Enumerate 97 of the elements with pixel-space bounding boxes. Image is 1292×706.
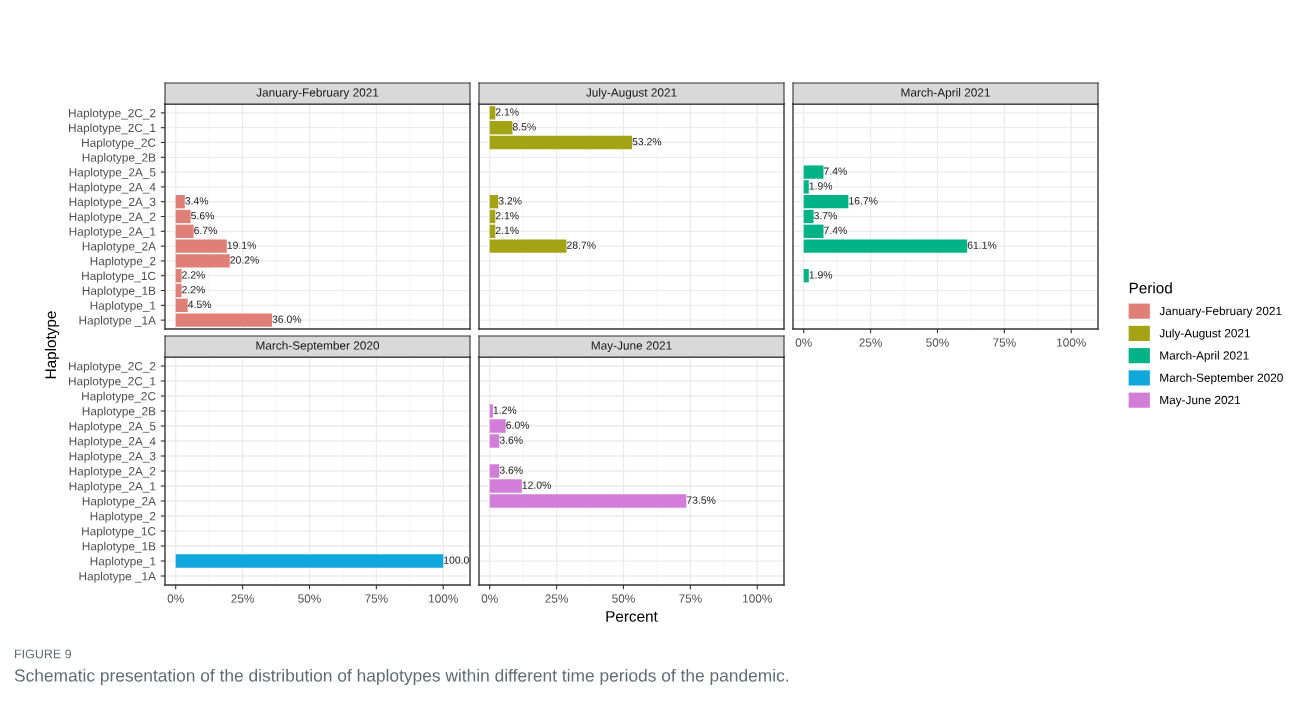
y-tick-label: Haplotype_2A	[82, 496, 156, 508]
chart-title: May-June 2021	[591, 341, 672, 352]
data-label: 12.0%	[522, 481, 551, 489]
data-label: 3.6%	[499, 436, 523, 444]
x-tick-label: 0%	[167, 594, 184, 603]
data-label: 100.0	[444, 556, 469, 564]
bar	[489, 135, 633, 150]
chart-title: January-February 2021	[256, 88, 379, 99]
data-label: 61.1%	[967, 241, 997, 249]
data-label: 36.0%	[272, 315, 302, 323]
bar	[803, 269, 809, 283]
data-label: 7.4%	[824, 167, 847, 175]
legend-label: March-April 2021	[1160, 350, 1249, 362]
x-tick-label: 50%	[298, 594, 321, 603]
y-tick-label: Haplotype_2	[90, 511, 156, 523]
data-label: 3.7%	[814, 211, 837, 220]
bar	[175, 195, 185, 209]
data-label: 28.7%	[567, 241, 596, 249]
legend-title: Period	[1129, 282, 1172, 294]
data-label: 3.2%	[498, 197, 522, 205]
y-tick-label: Haplotype_2A_3	[69, 451, 156, 463]
data-label: 7.4%	[824, 226, 847, 235]
data-label: 2.1%	[495, 108, 519, 116]
chart-title: March-September 2020	[256, 341, 380, 352]
data-label: 20.2%	[230, 256, 259, 264]
y-tick-label: Haplotype_2C_1	[69, 123, 156, 135]
y-tick-label: Haplotype_2	[90, 256, 156, 268]
data-label: 3.4%	[185, 197, 209, 205]
y-tick-label: Haplotype_2B	[82, 406, 156, 418]
x-tick-label: 100%	[1057, 338, 1086, 347]
data-label: 53.2%	[632, 137, 662, 146]
legend-label: January-February 2021	[1159, 306, 1282, 318]
y-tick-label: Haplotype_2A_1	[69, 481, 156, 493]
x-tick-label: 25%	[859, 338, 882, 347]
x-axis-title: Percent	[606, 611, 658, 622]
x-tick-label: 50%	[612, 594, 635, 603]
data-label: 4.5%	[187, 300, 212, 309]
data-label: 3.6%	[499, 466, 523, 474]
x-tick-label: 25%	[231, 594, 254, 603]
y-tick-label: Haplotype_2A_1	[69, 227, 156, 239]
y-tick-label: Haplotype _1A	[79, 571, 156, 583]
chart-title: March-April 2021	[901, 88, 990, 99]
x-tick-label: 50%	[926, 338, 949, 347]
caption: FIGURE 9	[15, 649, 72, 659]
y-tick-label: Haplotype_1C	[82, 271, 156, 283]
y-tick-label: Haplotype_2A_3	[69, 197, 156, 209]
y-tick-label: Haplotype_2C_2	[69, 361, 156, 373]
x-tick-label: 100%	[743, 594, 772, 603]
data-label: 1.9%	[809, 271, 833, 279]
y-tick-label: Haplotype_2C_1	[69, 376, 156, 388]
data-label: 8.5%	[512, 123, 536, 131]
data-label: 6.0%	[506, 421, 530, 429]
x-tick-label: 75%	[365, 594, 388, 603]
chart-title: July-August 2021	[586, 88, 677, 99]
y-axis-title: Haplotype	[44, 311, 60, 379]
x-tick-label: 100%	[429, 594, 458, 603]
y-tick-label: Haplotype_2C_2	[69, 108, 156, 120]
y-tick-label: Haplotype_2A	[82, 241, 156, 253]
y-tick-label: Haplotype_1B	[82, 541, 156, 553]
data-label: 19.1%	[227, 241, 256, 249]
data-label: 2.1%	[495, 211, 519, 220]
data-label: 6.7%	[194, 226, 217, 235]
data-label: 2.2%	[182, 285, 205, 294]
x-tick-label: 75%	[679, 594, 702, 603]
legend-label: May-June 2021	[1160, 395, 1241, 407]
y-tick-label: Haplotype_2A_5	[69, 421, 156, 433]
x-tick-label: 0%	[795, 338, 812, 347]
data-label: 1.2%	[493, 406, 517, 414]
bar	[175, 209, 191, 224]
y-tick-label: Haplotype_1	[90, 556, 156, 568]
data-label: 73.5%	[686, 496, 716, 504]
data-label: 2.2%	[182, 271, 205, 279]
y-tick-label: Haplotype_2C	[82, 391, 156, 403]
x-tick-label: 25%	[545, 594, 568, 603]
x-tick-label: 0%	[481, 594, 498, 603]
legend-label: July-August 2021	[1159, 328, 1250, 340]
data-label: 2.1%	[495, 226, 519, 235]
y-tick-label: Haplotype_2A_5	[69, 167, 156, 179]
legend-label: March-September 2020	[1160, 373, 1283, 385]
y-tick-label: Haplotype_2C	[82, 138, 156, 150]
data-label: 1.9%	[809, 182, 833, 190]
y-tick-label: Haplotype_1C	[82, 526, 156, 538]
y-tick-label: Haplotype_2A_2	[69, 212, 156, 224]
y-tick-label: Haplotype_2A_2	[69, 466, 156, 478]
y-tick-label: Haplotype_1B	[82, 286, 156, 298]
bar	[175, 283, 182, 298]
data-label: 5.6%	[191, 211, 215, 220]
x-tick-label: 75%	[993, 338, 1016, 347]
y-tick-label: Haplotype_1	[90, 301, 156, 313]
y-tick-label: Haplotype_2A_4	[69, 182, 156, 194]
y-tick-label: Haplotype _1A	[79, 315, 156, 327]
bar	[803, 209, 814, 224]
data-label: 16.7%	[849, 197, 878, 205]
y-tick-label: Haplotype_2A_4	[69, 436, 156, 448]
y-tick-label: Haplotype_2B	[82, 153, 156, 165]
bar	[489, 195, 499, 209]
text: Schematic presentation of the distribution of haplotypes within different time periods of the pandemic.	[14, 668, 789, 686]
